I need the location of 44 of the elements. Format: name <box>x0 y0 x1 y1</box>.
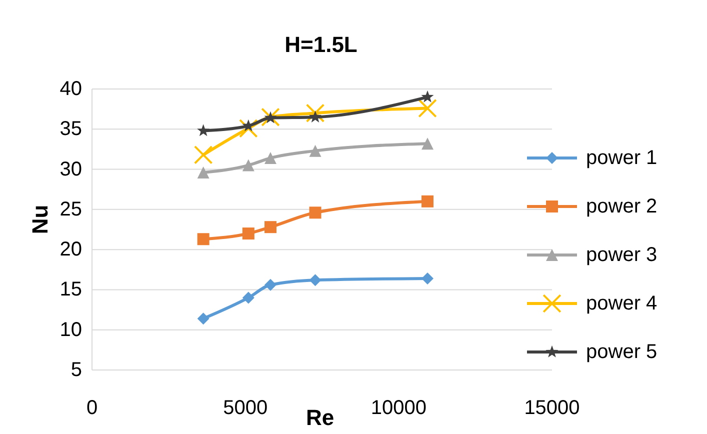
point <box>309 274 322 286</box>
point <box>239 118 258 138</box>
point <box>421 272 434 284</box>
point <box>197 233 210 246</box>
point <box>421 90 434 102</box>
y-axis-title: Nu <box>28 204 52 234</box>
point <box>194 145 213 164</box>
point <box>309 206 322 219</box>
point <box>197 124 210 136</box>
point <box>197 166 210 178</box>
legend-label: power 4 <box>586 292 658 314</box>
point <box>264 152 276 164</box>
y-tick-label: 30 <box>60 158 82 180</box>
x-tick-label: 0 <box>86 397 98 419</box>
point <box>308 110 322 122</box>
x-axis-title: Re <box>306 405 334 430</box>
y-tick-label: 10 <box>60 318 82 341</box>
y-tick-label: 35 <box>60 118 82 140</box>
legend-label: power 3 <box>586 244 658 266</box>
point <box>418 98 437 118</box>
point <box>242 292 254 304</box>
y-tick-label: 15 <box>60 278 82 301</box>
point <box>261 108 280 126</box>
point <box>197 312 210 325</box>
point <box>309 144 322 157</box>
point <box>264 221 276 234</box>
y-tick-label: 20 <box>60 238 82 261</box>
y-tick-label: 40 <box>60 78 82 100</box>
legend-label: power 5 <box>586 341 658 363</box>
x-tick-label: 10000 <box>370 397 426 419</box>
y-tick-label: 25 <box>60 198 82 220</box>
legend-label: power 1 <box>586 147 658 169</box>
point <box>264 278 276 291</box>
point <box>306 104 325 122</box>
x-tick-label: 15000 <box>524 397 580 419</box>
x-tick-label: 5000 <box>223 397 268 419</box>
point <box>242 228 254 240</box>
legend-label: power 2 <box>586 196 658 218</box>
point <box>421 138 434 150</box>
chart-title: H=1.5L <box>284 32 358 57</box>
point <box>421 195 434 208</box>
point <box>242 159 254 172</box>
point <box>264 111 277 124</box>
y-tick-label: 5 <box>70 359 82 381</box>
